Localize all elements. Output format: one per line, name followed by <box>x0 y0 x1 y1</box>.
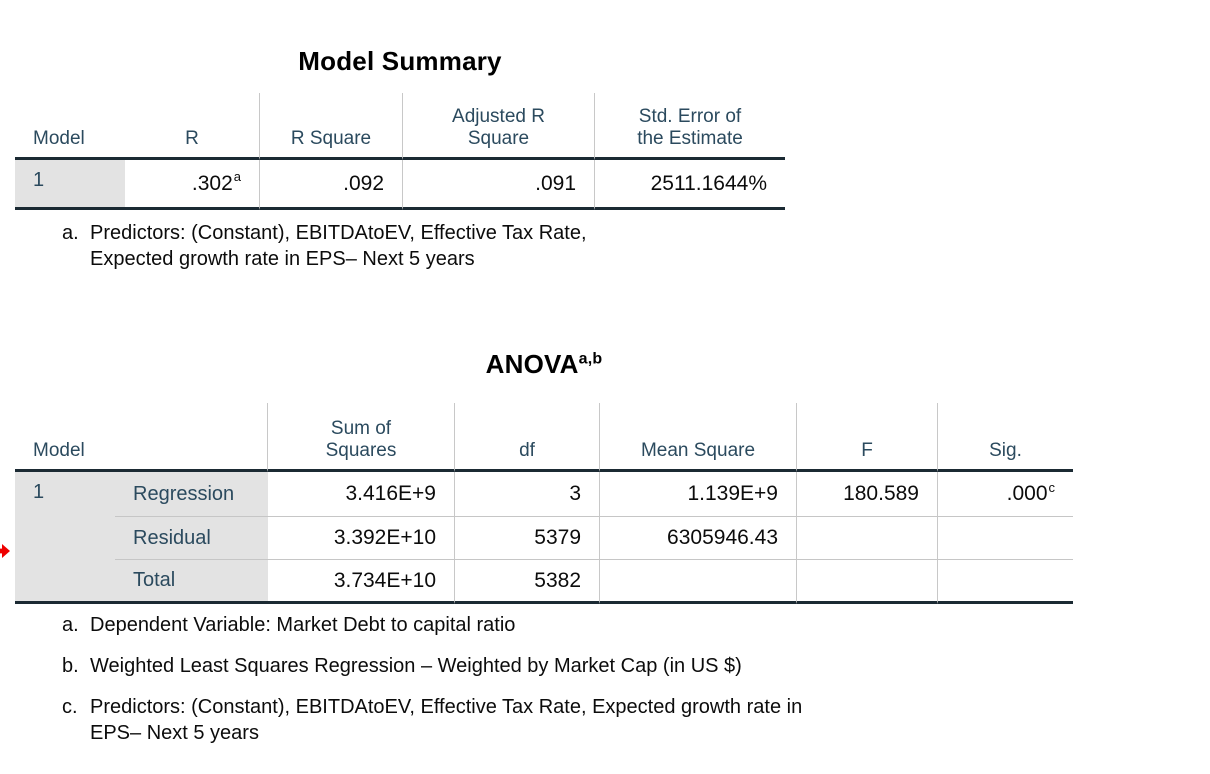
anova-header-sig: Sig. <box>938 403 1073 472</box>
anova-footnote-c: c. Predictors: (Constant), EBITDAtoEV, E… <box>62 694 802 746</box>
ms-footnote-a-line1: Predictors: (Constant), EBITDAtoEV, Effe… <box>90 222 587 244</box>
anova-total-sig <box>938 560 1073 604</box>
anova-header-model: Model <box>15 403 268 472</box>
anova-regression-f: 180.589 <box>797 472 938 517</box>
model-summary-title-text: Model Summary <box>298 46 502 76</box>
anova-residual-f <box>797 517 938 560</box>
anova-cell-model-number: 1 <box>15 472 115 604</box>
anova-residual-sig <box>938 517 1073 560</box>
anova-residual-sum-of-squares: 3.392E+10 <box>268 517 455 560</box>
anova-total-sum-of-squares: 3.734E+10 <box>268 560 455 604</box>
anova-footnote-c-marker: c. <box>62 696 78 718</box>
anova-table[interactable]: Model Sum of Squares df Mean Square F Si… <box>15 403 1073 604</box>
anova-footnote-a: a. Dependent Variable: Market Debt to ca… <box>62 612 802 638</box>
anova-residual-df: 5379 <box>455 517 600 560</box>
model-summary-table[interactable]: Model R R Square Adjusted R Square Std. … <box>15 93 785 210</box>
ms-cell-adjusted-r-square: .091 <box>403 160 595 210</box>
anova-title-text: ANOVA <box>485 349 579 379</box>
ms-header-adjusted-r-square: Adjusted R Square <box>403 93 595 160</box>
anova-footnote-b-line1: Weighted Least Squares Regression – Weig… <box>90 655 742 677</box>
anova-title: ANOVAa,b <box>15 349 1073 380</box>
ms-cell-model-number: 1 <box>15 160 125 210</box>
anova-footnote-b-marker: b. <box>62 655 79 677</box>
anova-header-f: F <box>797 403 938 472</box>
ms-footnote-a-line2: Expected growth rate in EPS– Next 5 year… <box>90 248 475 270</box>
anova-total-f <box>797 560 938 604</box>
anova-footnote-a-line1: Dependent Variable: Market Debt to capit… <box>90 614 516 636</box>
anova-regression-sum-of-squares: 3.416E+9 <box>268 472 455 517</box>
anova-regression-mean-square: 1.139E+9 <box>600 472 797 517</box>
anova-footnote-a-marker: a. <box>62 614 79 636</box>
anova-header-sum-of-squares: Sum of Squares <box>268 403 455 472</box>
anova-header-df: df <box>455 403 600 472</box>
anova-regression-sig-footnote-marker: c <box>1048 479 1056 495</box>
anova-row-label-residual: Residual <box>115 517 268 560</box>
anova-row-label-total: Total <box>115 560 268 604</box>
ms-header-std-error: Std. Error of the Estimate <box>595 93 785 160</box>
anova-regression-df: 3 <box>455 472 600 517</box>
ms-header-r-square: R Square <box>260 93 403 160</box>
model-summary-title: Model Summary <box>15 46 785 77</box>
ms-footnote-a-marker: a. <box>62 222 79 244</box>
anova-footnote-c-line1: Predictors: (Constant), EBITDAtoEV, Effe… <box>90 696 803 718</box>
anova-header-mean-square: Mean Square <box>600 403 797 472</box>
anova-residual-mean-square: 6305946.43 <box>600 517 797 560</box>
anova-total-mean-square <box>600 560 797 604</box>
anova-total-df: 5382 <box>455 560 600 604</box>
anova-regression-sig: .000 c <box>938 472 1073 517</box>
anova-title-footnote-markers: a,b <box>578 350 603 368</box>
ms-r-value: .302 <box>191 171 233 195</box>
ms-header-r: R <box>125 93 260 160</box>
anova-footnotes: a. Dependent Variable: Market Debt to ca… <box>62 612 802 746</box>
ms-cell-r: .302 a <box>125 160 260 210</box>
anova-row-label-regression: Regression <box>115 472 268 517</box>
anova-footnote-c-line2: EPS– Next 5 years <box>90 722 259 744</box>
anova-footnote-b: b. Weighted Least Squares Regression – W… <box>62 653 802 679</box>
selection-arrow-icon <box>0 544 10 558</box>
ms-r-footnote-marker: a <box>233 169 241 184</box>
ms-header-model: Model <box>15 93 125 160</box>
model-summary-footnote-a: a. Predictors: (Constant), EBITDAtoEV, E… <box>62 220 587 272</box>
ms-cell-r-square: .092 <box>260 160 403 210</box>
ms-cell-std-error: 2511.1644% <box>595 160 785 210</box>
anova-regression-sig-value: .000 <box>1006 482 1048 505</box>
